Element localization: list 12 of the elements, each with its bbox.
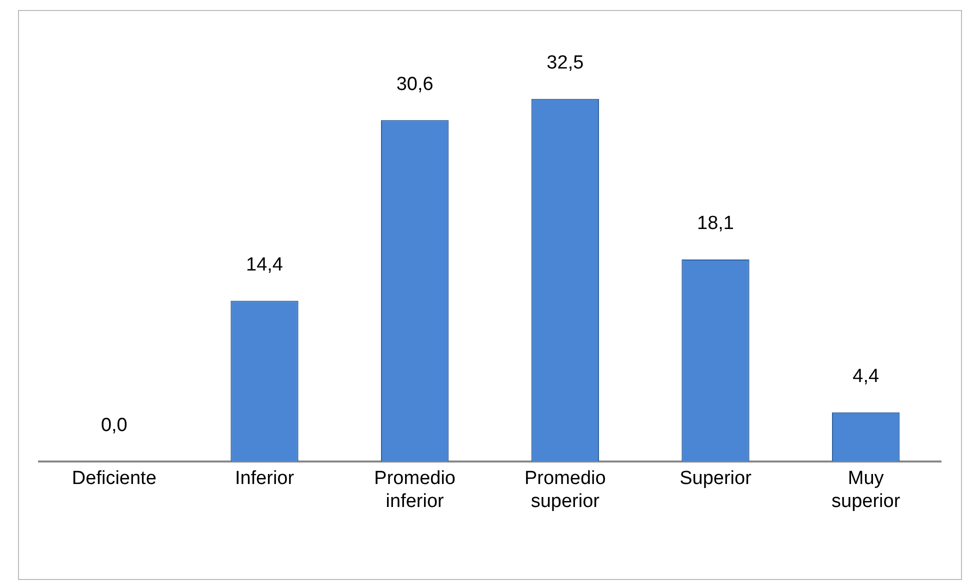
data-label: 14,4 [246,254,284,276]
data-label: 18,1 [697,213,734,234]
x-tick-label: Superior [680,468,752,490]
data-label: 4,4 [852,366,880,388]
x-tick-label: Promedio superior [524,468,606,512]
x-tick-label: Promedio inferior [374,468,456,512]
data-label: 0,0 [100,415,128,436]
x-tick-label: Inferior [234,468,295,490]
x-tick-label: Muy superior [832,468,901,512]
data-label: 30,6 [396,74,434,95]
data-label: 32,5 [546,52,584,74]
x-tick-label: Deficiente [72,468,156,490]
